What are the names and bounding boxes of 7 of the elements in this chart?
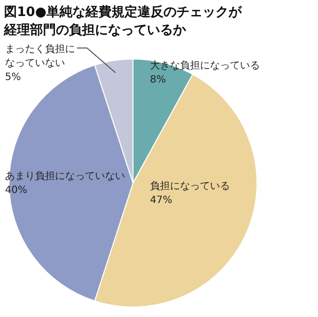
data-label: 5%	[5, 72, 21, 83]
data-label: 47%	[150, 194, 172, 206]
chart-title: 図10●単純な経費規定違反のチェックが経理部門の負担になっているか	[3, 4, 242, 38]
data-label: 8%	[150, 74, 166, 86]
slice-label: まったく負担になっていない	[5, 43, 75, 69]
slice-label: 負担になっている	[150, 180, 230, 192]
slice-label: あまり負担になっていない	[5, 170, 125, 182]
